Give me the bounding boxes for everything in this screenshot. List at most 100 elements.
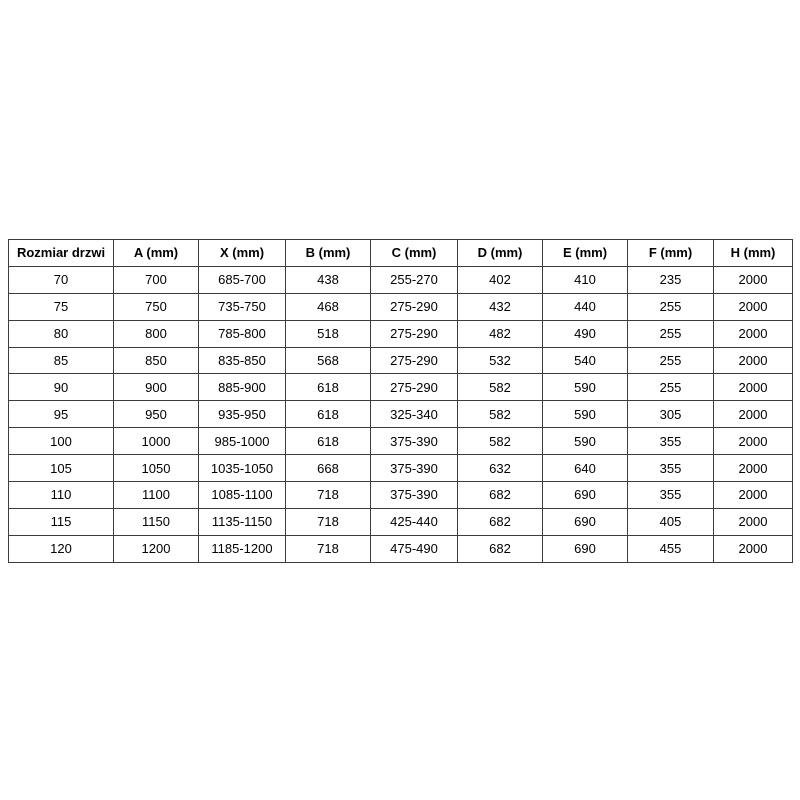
column-header: X (mm)	[198, 239, 286, 267]
table-row: 110 1100 1085-1100 718 375-390 682 690 355 2000	[8, 481, 793, 509]
table-cell: 590	[542, 427, 628, 456]
table-cell: 1035-1050	[198, 454, 286, 483]
table-row: 75 750 735-750 468 275-290 432 440 255 2000	[8, 292, 793, 321]
table-cell: 618	[285, 427, 371, 456]
table-cell: 2000	[713, 346, 793, 375]
table-cell: 618	[285, 373, 371, 402]
table-cell: 1135-1150	[198, 507, 286, 536]
table-cell: 2000	[713, 292, 793, 321]
table-cell: 935-950	[198, 400, 286, 429]
table-cell: 590	[542, 373, 628, 402]
table-cell: 2000	[713, 454, 793, 483]
table-row: 95 950 935-950 618 325-340 582 590 305 2000	[8, 400, 793, 429]
table-cell: 325-340	[370, 400, 458, 429]
table-cell: 275-290	[370, 346, 458, 375]
table-cell: 80	[8, 319, 114, 348]
table-cell: 735-750	[198, 292, 286, 321]
table-cell: 70	[8, 265, 114, 294]
door-size-table-container: Rozmiar drzwi A (mm) X (mm) B (mm) C (mm) D (…	[8, 239, 793, 563]
table-cell: 1000	[113, 427, 199, 456]
table-row: 100 1000 985-1000 618 375-390 582 590 355 2000	[8, 427, 793, 456]
table-cell: 482	[457, 319, 543, 348]
table-cell: 885-900	[198, 373, 286, 402]
table-cell: 718	[285, 507, 371, 536]
table-header-row: Rozmiar drzwi A (mm) X (mm) B (mm) C (mm) D (…	[8, 239, 793, 267]
column-header: D (mm)	[457, 239, 543, 267]
table-cell: 255	[627, 319, 714, 348]
table-cell: 275-290	[370, 319, 458, 348]
table-cell: 405	[627, 507, 714, 536]
table-cell: 690	[542, 507, 628, 536]
table-cell: 255	[627, 346, 714, 375]
table-cell: 1150	[113, 507, 199, 536]
table-cell: 475-490	[370, 534, 458, 563]
table-cell: 255	[627, 292, 714, 321]
table-cell: 438	[285, 265, 371, 294]
table-cell: 1085-1100	[198, 481, 286, 509]
table-cell: 540	[542, 346, 628, 375]
table-cell: 305	[627, 400, 714, 429]
table-cell: 455	[627, 534, 714, 563]
table-row: 120 1200 1185-1200 718 475-490 682 690 455 2000	[8, 534, 793, 563]
table-cell: 440	[542, 292, 628, 321]
table-cell: 375-390	[370, 454, 458, 483]
table-cell: 582	[457, 427, 543, 456]
table-cell: 2000	[713, 481, 793, 509]
table-cell: 700	[113, 265, 199, 294]
table-cell: 235	[627, 265, 714, 294]
table-cell: 85	[8, 346, 114, 375]
table-cell: 850	[113, 346, 199, 375]
table-cell: 2000	[713, 507, 793, 536]
table-row: 80 800 785-800 518 275-290 482 490 255 2000	[8, 319, 793, 348]
table-row: 70 700 685-700 438 255-270 402 410 235 2000	[8, 265, 793, 294]
table-cell: 682	[457, 481, 543, 509]
table-cell: 682	[457, 534, 543, 563]
table-cell: 115	[8, 507, 114, 536]
table-cell: 490	[542, 319, 628, 348]
column-header: A (mm)	[113, 239, 199, 267]
table-cell: 2000	[713, 534, 793, 563]
table-cell: 640	[542, 454, 628, 483]
table-cell: 1185-1200	[198, 534, 286, 563]
table-cell: 120	[8, 534, 114, 563]
table-cell: 590	[542, 400, 628, 429]
table-cell: 275-290	[370, 292, 458, 321]
table-row: 105 1050 1035-1050 668 375-390 632 640 355 2000	[8, 454, 793, 483]
table-cell: 2000	[713, 265, 793, 294]
column-header: F (mm)	[627, 239, 714, 267]
table-cell: 718	[285, 481, 371, 509]
table-cell: 468	[285, 292, 371, 321]
column-header: B (mm)	[285, 239, 371, 267]
table-cell: 685-700	[198, 265, 286, 294]
table-cell: 1200	[113, 534, 199, 563]
column-header: C (mm)	[370, 239, 458, 267]
table-cell: 95	[8, 400, 114, 429]
column-header: H (mm)	[713, 239, 793, 267]
table-cell: 105	[8, 454, 114, 483]
table-cell: 2000	[713, 373, 793, 402]
table-cell: 375-390	[370, 427, 458, 456]
table-cell: 785-800	[198, 319, 286, 348]
table-cell: 410	[542, 265, 628, 294]
table-cell: 750	[113, 292, 199, 321]
table-cell: 110	[8, 481, 114, 509]
table-cell: 2000	[713, 400, 793, 429]
table-cell: 402	[457, 265, 543, 294]
table-cell: 2000	[713, 319, 793, 348]
table-cell: 900	[113, 373, 199, 402]
table-cell: 1050	[113, 454, 199, 483]
table-cell: 800	[113, 319, 199, 348]
door-size-table: Rozmiar drzwi A (mm) X (mm) B (mm) C (mm) D (…	[8, 239, 793, 563]
table-cell: 275-290	[370, 373, 458, 402]
table-cell: 718	[285, 534, 371, 563]
table-row: 85 850 835-850 568 275-290 532 540 255 2000	[8, 346, 793, 375]
table-cell: 582	[457, 373, 543, 402]
table-cell: 690	[542, 534, 628, 563]
column-header: Rozmiar drzwi	[8, 239, 114, 267]
table-cell: 255	[627, 373, 714, 402]
table-cell: 355	[627, 454, 714, 483]
table-cell: 255-270	[370, 265, 458, 294]
table-cell: 518	[285, 319, 371, 348]
table-row: 90 900 885-900 618 275-290 582 590 255 2000	[8, 373, 793, 402]
table-cell: 432	[457, 292, 543, 321]
